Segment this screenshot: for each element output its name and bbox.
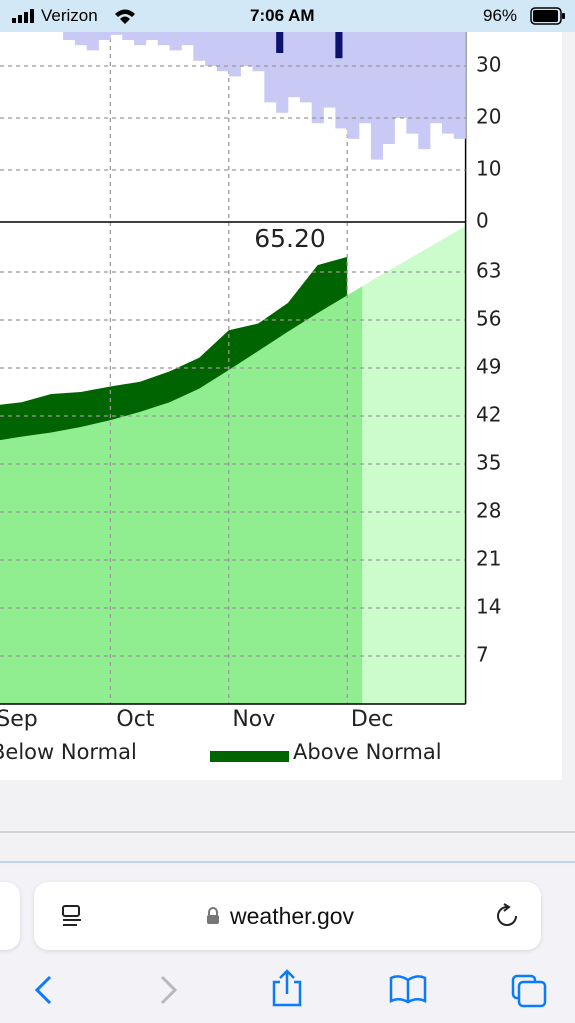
bar [276, 29, 284, 53]
bar [110, 29, 123, 35]
x-tick-label: Nov [232, 707, 275, 732]
signal-icon [12, 9, 34, 23]
bar [86, 29, 99, 51]
bar [134, 29, 147, 46]
tab-preview[interactable] [0, 882, 20, 950]
bar [347, 29, 360, 139]
lock-icon [207, 907, 219, 924]
y-tick-label: 20 [476, 105, 501, 129]
back-button[interactable] [34, 975, 52, 1005]
bar [382, 29, 395, 145]
bar [430, 29, 443, 124]
y-tick-label: 28 [476, 499, 501, 523]
share-button[interactable] [272, 969, 302, 1007]
x-tick-label: Dec [351, 707, 394, 732]
bar [193, 29, 206, 61]
wifi-icon [115, 9, 135, 24]
bar [157, 29, 170, 46]
y-tick-label: 42 [476, 403, 501, 427]
status-bar: Verizon 7:06 AM 96% [0, 0, 575, 32]
bar [181, 29, 194, 46]
bar [406, 29, 419, 134]
battery-level: 96% [483, 6, 518, 25]
bar [122, 29, 135, 40]
chart: 7 14 21 28 35 42 49 56 63 Sep Oct Nov Dec 0 10 20 30 65.… [0, 28, 575, 863]
y-tick-label: 63 [476, 259, 501, 283]
bar [288, 29, 301, 98]
y-tick-label: 49 [476, 355, 501, 379]
url[interactable]: weather.gov [230, 903, 355, 929]
bar [98, 29, 111, 40]
forward-button[interactable] [160, 975, 178, 1005]
y-tick-label: 35 [476, 451, 501, 475]
bar [169, 29, 182, 51]
bar [453, 29, 466, 139]
legend-swatch [210, 751, 289, 762]
bar [264, 29, 277, 103]
bar [240, 29, 253, 67]
legend-label: Above Normal [293, 740, 442, 764]
y-tick-label: 7 [476, 643, 489, 667]
bar [228, 29, 241, 77]
nav-icons [34, 969, 547, 1008]
bar [323, 29, 336, 108]
bar [418, 29, 431, 150]
bar [145, 29, 159, 40]
y-tick-label: 56 [476, 307, 501, 331]
bar [205, 29, 218, 67]
bar [63, 29, 76, 40]
time: 7:06 AM [250, 6, 315, 25]
reload-icon[interactable] [494, 903, 520, 929]
y-tick-label: 30 [476, 53, 501, 77]
carrier: Verizon [41, 6, 98, 25]
y-tick-label: 10 [476, 157, 501, 181]
y-tick-label: 21 [476, 547, 501, 571]
page-menu-icon[interactable] [60, 904, 84, 930]
bar [370, 29, 384, 160]
normal-area [0, 286, 363, 704]
battery-icon [530, 7, 565, 25]
y-tick-label: 14 [476, 595, 501, 619]
annotation: 65.20 [254, 224, 326, 253]
bar [359, 29, 372, 124]
x-tick-label: Oct [116, 707, 154, 732]
bar [74, 29, 88, 46]
browser-toolbar: weather.gov [0, 868, 575, 1023]
bar [394, 29, 407, 119]
bar [441, 29, 455, 134]
bar [311, 29, 324, 124]
tabs-button[interactable] [511, 974, 547, 1008]
bookmarks-button[interactable] [389, 975, 427, 1004]
bar [252, 29, 265, 72]
y-tick-label: 0 [476, 209, 489, 233]
legend-label: Below Normal [0, 740, 137, 764]
bar [335, 29, 343, 59]
x-tick-label: Sep [0, 707, 38, 732]
bar [216, 29, 230, 72]
address-bar[interactable]: weather.gov [34, 882, 541, 950]
